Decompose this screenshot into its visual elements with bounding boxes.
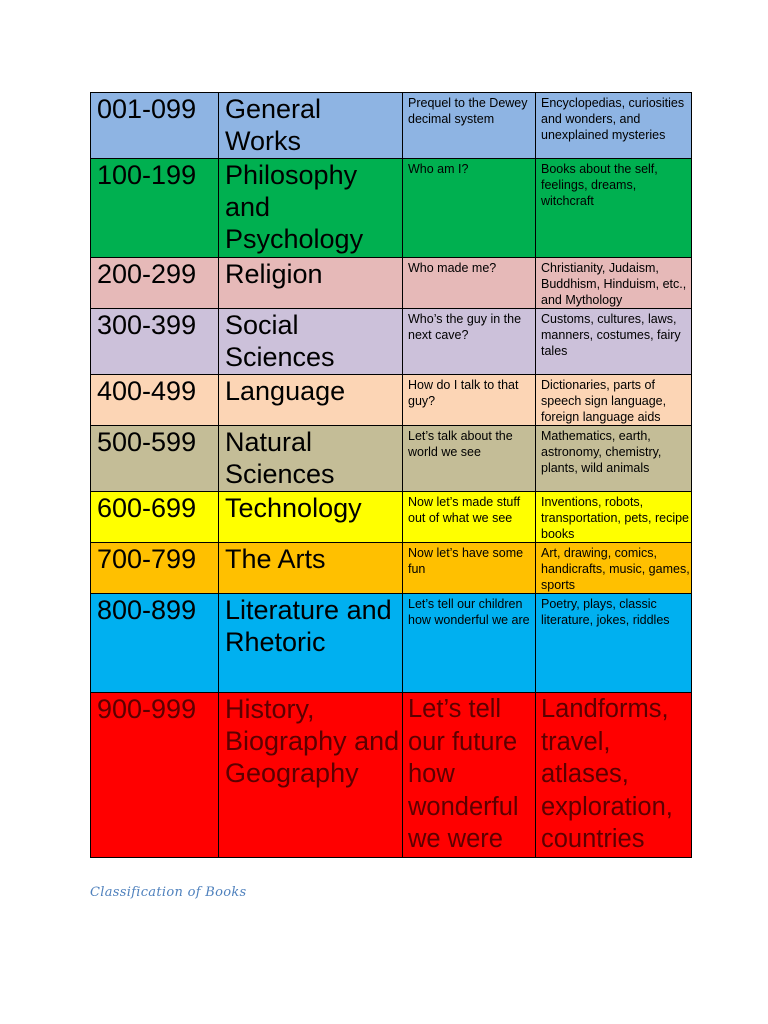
question-cell: Prequel to the Dewey decimal system bbox=[402, 92, 536, 159]
examples-cell: Art, drawing, comics, handicrafts, music… bbox=[535, 542, 692, 594]
range-cell: 900-999 bbox=[90, 692, 219, 858]
examples-cell: Poetry, plays, classic literature, jokes… bbox=[535, 593, 692, 693]
table-row: 500-599 Natural Sciences Let’s talk abou… bbox=[90, 425, 692, 492]
question-cell: How do I talk to that guy? bbox=[402, 374, 536, 426]
subject-cell: Literature and Rhetoric bbox=[218, 593, 403, 693]
table-row: 700-799 The Arts Now let’s have some fun… bbox=[90, 542, 692, 594]
range-cell: 200-299 bbox=[90, 257, 219, 309]
examples-cell: Customs, cultures, laws, manners, costum… bbox=[535, 308, 692, 375]
table-row: 001-099 General Works Prequel to the Dew… bbox=[90, 92, 692, 159]
table-row: 800-899 Literature and Rhetoric Let’s te… bbox=[90, 593, 692, 693]
examples-cell: Dictionaries, parts of speech sign langu… bbox=[535, 374, 692, 426]
question-cell: Now let’s made stuff out of what we see bbox=[402, 491, 536, 543]
examples-cell: Mathematics, earth, astronomy, chemistry… bbox=[535, 425, 692, 492]
question-cell: Let’s tell our children how wonderful we… bbox=[402, 593, 536, 693]
question-cell: Who am I? bbox=[402, 158, 536, 258]
range-cell: 700-799 bbox=[90, 542, 219, 594]
examples-cell: Books about the self, feelings, dreams, … bbox=[535, 158, 692, 258]
subject-cell: Language bbox=[218, 374, 403, 426]
subject-cell: Philosophy and Psychology bbox=[218, 158, 403, 258]
subject-cell: Technology bbox=[218, 491, 403, 543]
table-caption: Classification of Books bbox=[90, 885, 247, 900]
question-cell: Let’s talk about the world we see bbox=[402, 425, 536, 492]
subject-cell: History, Biography and Geography bbox=[218, 692, 403, 858]
range-cell: 300-399 bbox=[90, 308, 219, 375]
examples-cell: Inventions, robots, transportation, pets… bbox=[535, 491, 692, 543]
dewey-classification-table: 001-099 General Works Prequel to the Dew… bbox=[90, 92, 692, 858]
question-cell: Who made me? bbox=[402, 257, 536, 309]
table-row: 400-499 Language How do I talk to that g… bbox=[90, 374, 692, 426]
table-row: 600-699 Technology Now let’s made stuff … bbox=[90, 491, 692, 543]
table-row: 200-299 Religion Who made me? Christiani… bbox=[90, 257, 692, 309]
subject-cell: General Works bbox=[218, 92, 403, 159]
subject-cell: The Arts bbox=[218, 542, 403, 594]
question-cell: Now let’s have some fun bbox=[402, 542, 536, 594]
table-row: 900-999 History, Biography and Geography… bbox=[90, 692, 692, 858]
subject-cell: Natural Sciences bbox=[218, 425, 403, 492]
examples-cell: Landforms, travel, atlases, exploration,… bbox=[535, 692, 692, 858]
table-row: 300-399 Social Sciences Who’s the guy in… bbox=[90, 308, 692, 375]
range-cell: 600-699 bbox=[90, 491, 219, 543]
examples-cell: Encyclopedias, curiosities and wonders, … bbox=[535, 92, 692, 159]
question-cell: Let’s tell our future how wonderful we w… bbox=[402, 692, 536, 858]
range-cell: 100-199 bbox=[90, 158, 219, 258]
subject-cell: Religion bbox=[218, 257, 403, 309]
range-cell: 001-099 bbox=[90, 92, 219, 159]
range-cell: 500-599 bbox=[90, 425, 219, 492]
table-row: 100-199 Philosophy and Psychology Who am… bbox=[90, 158, 692, 258]
examples-cell: Christianity, Judaism, Buddhism, Hinduis… bbox=[535, 257, 692, 309]
subject-cell: Social Sciences bbox=[218, 308, 403, 375]
range-cell: 800-899 bbox=[90, 593, 219, 693]
range-cell: 400-499 bbox=[90, 374, 219, 426]
question-cell: Who’s the guy in the next cave? bbox=[402, 308, 536, 375]
